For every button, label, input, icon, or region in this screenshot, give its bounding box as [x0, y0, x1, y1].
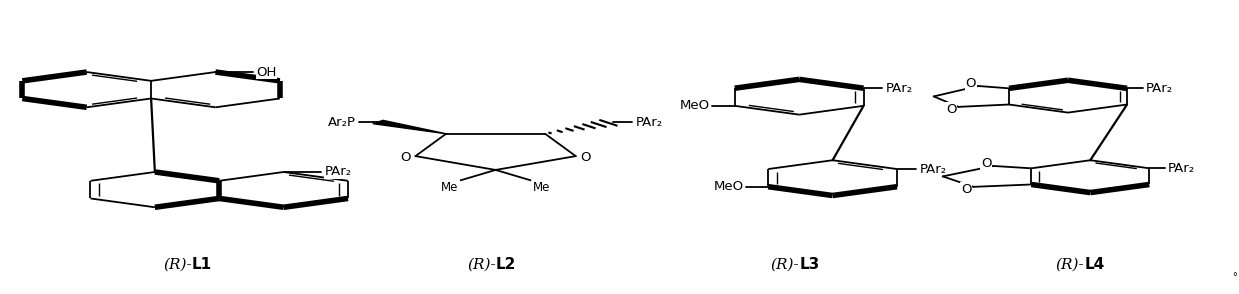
Text: O: O	[961, 183, 971, 196]
Text: MeO: MeO	[714, 180, 743, 193]
Text: L4: L4	[1084, 257, 1104, 272]
Text: PAr₂: PAr₂	[325, 166, 352, 178]
Text: (R)-: (R)-	[771, 258, 799, 272]
Text: (R)-: (R)-	[467, 258, 496, 272]
Text: L1: L1	[192, 257, 212, 272]
Text: (R)-: (R)-	[1056, 258, 1084, 272]
Text: Me: Me	[533, 181, 550, 194]
Text: O: O	[981, 156, 991, 170]
Text: O: O	[945, 103, 957, 116]
Text: PAr₂: PAr₂	[636, 116, 663, 128]
Text: °: °	[1232, 272, 1237, 282]
Text: O: O	[400, 151, 411, 164]
Text: PAr₂: PAr₂	[1168, 162, 1196, 175]
Text: O: O	[965, 76, 976, 90]
Text: L3: L3	[799, 257, 819, 272]
Text: Ar₂P: Ar₂P	[327, 116, 356, 128]
Text: L2: L2	[496, 257, 515, 272]
Text: (R)-: (R)-	[164, 258, 192, 272]
Text: MeO: MeO	[680, 99, 710, 112]
Text: OH: OH	[256, 66, 276, 78]
Text: O: O	[580, 151, 591, 164]
Text: PAr₂: PAr₂	[886, 82, 913, 95]
Text: PAr₂: PAr₂	[1146, 82, 1173, 95]
Text: PAr₂: PAr₂	[919, 163, 947, 176]
Polygon shape	[373, 120, 446, 134]
Text: Me: Me	[441, 181, 458, 194]
